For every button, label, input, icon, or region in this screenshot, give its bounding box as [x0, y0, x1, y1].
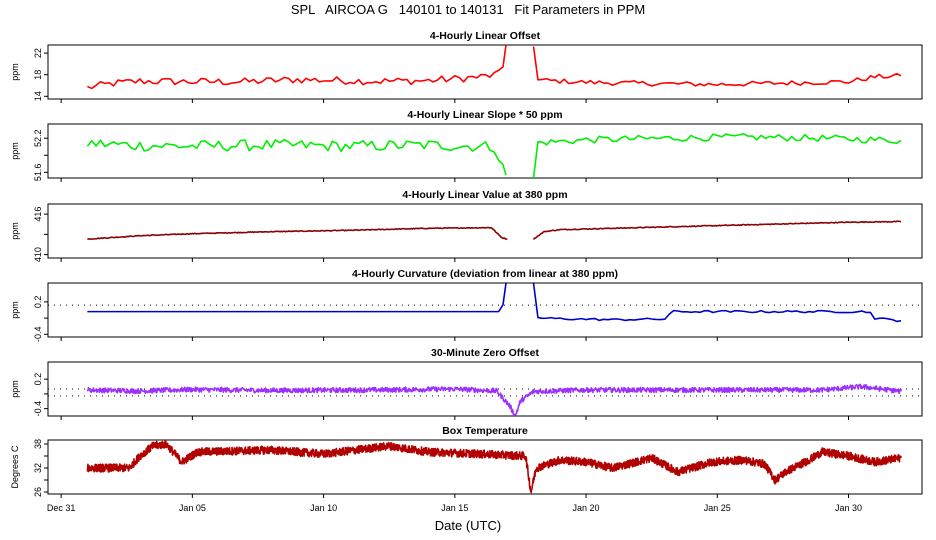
y-axis-label-curvature: ppm [10, 301, 20, 319]
series-line-slope [532, 132, 902, 178]
panel-slope: 4-Hourly Linear Slope * 50 ppm 51.6 52.2 pp… [10, 109, 923, 182]
y-tick-label-temperature: 26 [33, 487, 43, 497]
y-tick-label-zero: 0.2 [33, 373, 43, 386]
panel-curvature: 4-Hourly Curvature (deviation from linea… [10, 268, 923, 343]
series-line-value [532, 220, 902, 240]
panel-title-value: 4-Hourly Linear Value at 380 ppm [402, 189, 567, 201]
x-tick-label: Jan 30 [835, 503, 862, 513]
plot-frame-curvature [47, 282, 923, 338]
panel-value: 4-Hourly Linear Value at 380 ppm 410 416 pp… [10, 189, 923, 262]
x-tick-label: Jan 20 [573, 503, 600, 513]
y-tick-label-offset: 22 [33, 48, 43, 58]
y-axis-label-temperature: Degrees C [10, 445, 20, 489]
series-line-temperature [86, 440, 902, 494]
plot-frame-value [47, 203, 923, 259]
panel-title-temperature: Box Temperature [442, 425, 528, 437]
x-tick-label: Jan 15 [441, 503, 468, 513]
series-line-zero [86, 383, 902, 416]
panel-title-slope: 4-Hourly Linear Slope * 50 ppm [407, 109, 562, 121]
panel-title-curvature: 4-Hourly Curvature (deviation from linea… [352, 268, 618, 280]
y-tick-label-slope: 52.2 [33, 129, 43, 147]
panel-offset: 4-Hourly Linear Offset 14 18 22 ppm [10, 30, 923, 103]
series-line-curvature [87, 283, 507, 313]
y-tick-label-slope: 51.6 [33, 164, 43, 182]
plot-frame-temperature [47, 439, 923, 495]
y-tick-label-curvature: 0.2 [33, 296, 43, 309]
panel-zero: 30-Minute Zero Offset -0.4 0.2 ppm [10, 347, 923, 420]
y-tick-label-curvature: -0.4 [33, 327, 43, 343]
series-line-curvature [532, 283, 902, 323]
x-tick-label: Jan 25 [704, 503, 731, 513]
series-line-value [87, 226, 508, 241]
series-line-offset [532, 46, 902, 87]
y-tick-label-zero: -0.4 [33, 401, 43, 417]
y-tick-label-offset: 18 [33, 70, 43, 80]
series-line-slope [86, 138, 507, 176]
y-tick-label-temperature: 32 [33, 463, 43, 473]
y-axis-label-zero: ppm [10, 380, 20, 398]
x-tick-label: Dec 31 [47, 503, 76, 513]
series-line-offset [87, 45, 507, 90]
x-tick-label: Jan 05 [179, 503, 206, 513]
y-axis-label-offset: ppm [10, 63, 20, 81]
y-axis-label-slope: ppm [10, 142, 20, 160]
y-tick-label-temperature: 38 [33, 439, 43, 449]
plot-frame-offset [47, 44, 923, 100]
y-tick-label-value: 410 [33, 247, 43, 262]
x-axis-label: Date (UTC) [434, 518, 502, 533]
figure-title: SPL AIRCOA G 140101 to 140131 Fit Parame… [290, 2, 646, 17]
y-tick-label-value: 416 [33, 207, 43, 222]
x-tick-label: Jan 10 [310, 503, 337, 513]
plot-frame-slope [47, 123, 923, 179]
y-tick-label-offset: 14 [33, 91, 43, 101]
panel-title-zero: 30-Minute Zero Offset [431, 347, 539, 359]
y-axis-label-value: ppm [10, 222, 20, 240]
panel-title-offset: 4-Hourly Linear Offset [430, 30, 541, 42]
panel-temperature: Box Temperature 26 32 38 Degrees C Dec 31 Jan … [10, 425, 923, 513]
